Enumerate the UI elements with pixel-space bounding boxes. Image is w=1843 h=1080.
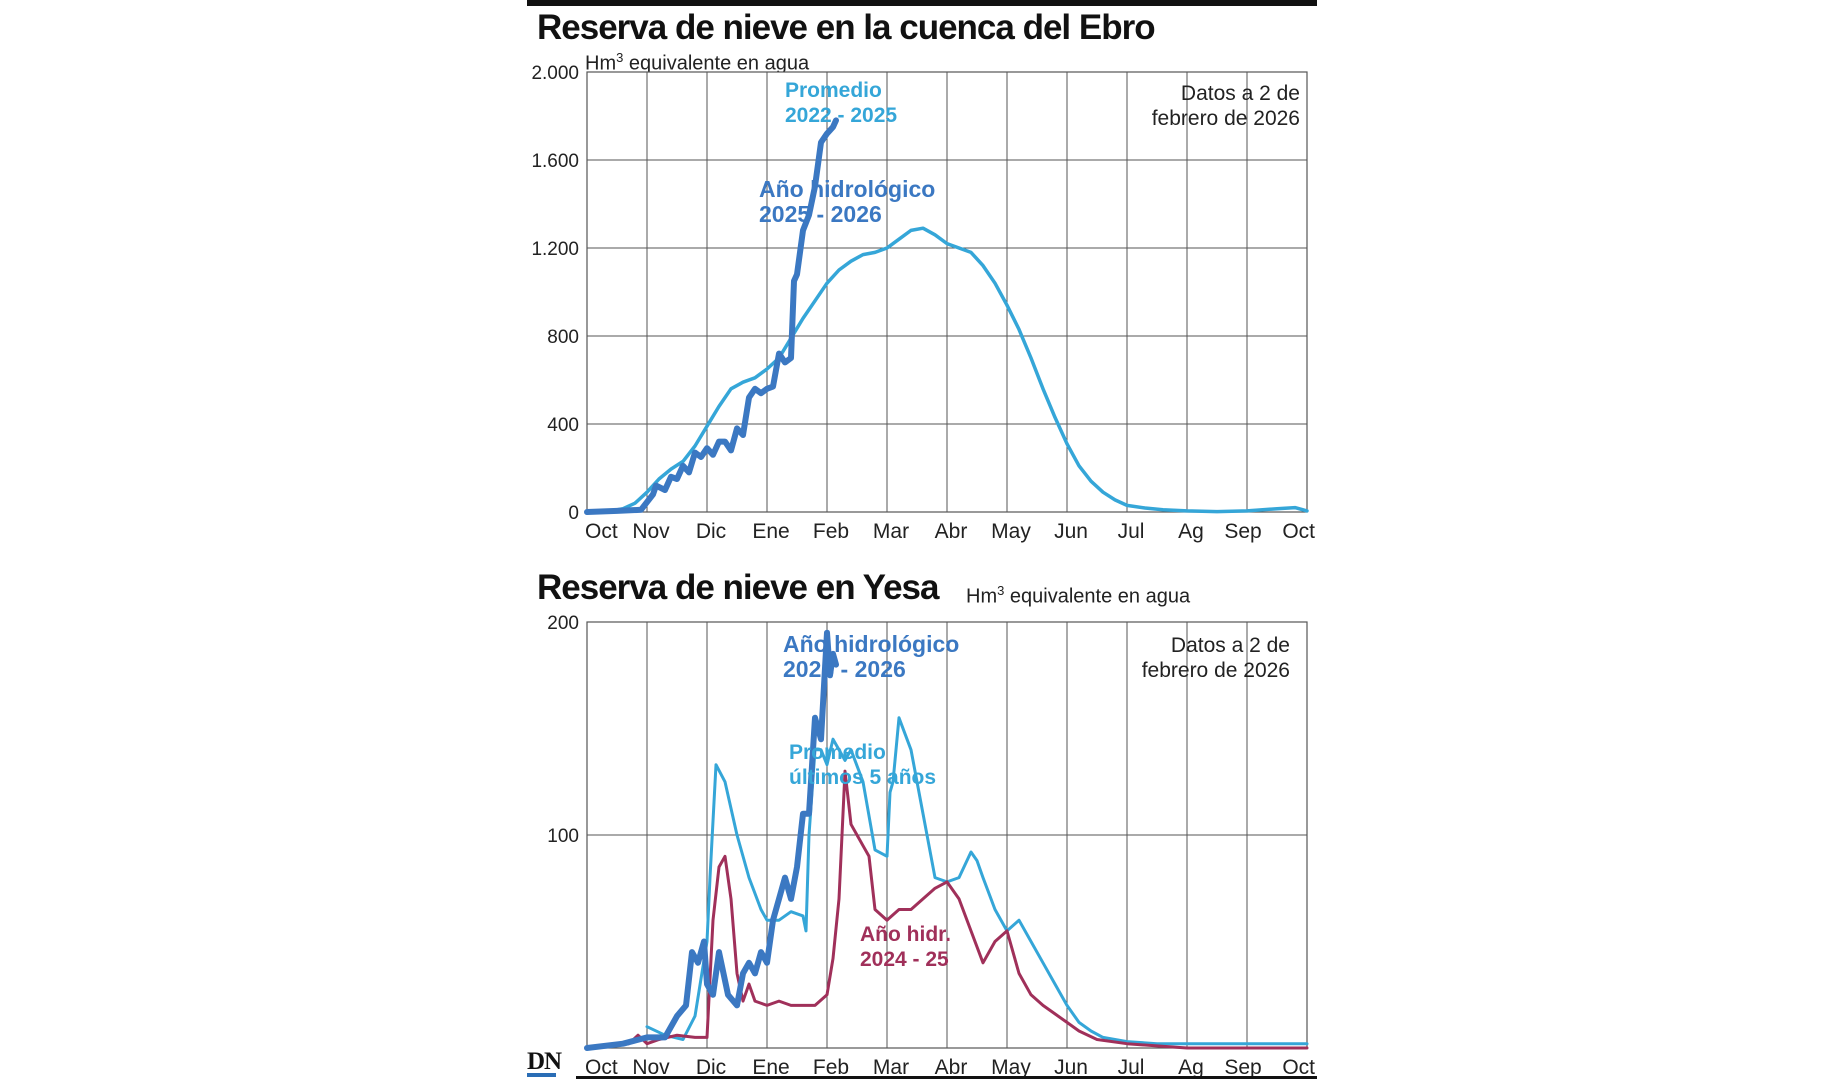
- y-tick-label: 100: [547, 826, 579, 847]
- chart1-unit-text: equivalente en agua: [628, 52, 810, 75]
- series-line-1: [585, 769, 1309, 1050]
- chart2-svg: 100 200 Oct Nov Dic Ene Feb Mar Abr May Jun Jul Ag Se…: [547, 613, 1315, 1079]
- series-label: Año hidr.: [860, 923, 951, 946]
- date-note: febrero de 2026: [1152, 107, 1300, 130]
- dn-logo-underline: [527, 1073, 556, 1077]
- x-tick-label: Ag: [1178, 1056, 1204, 1079]
- x-tick-label: Abr: [935, 1056, 968, 1079]
- date-note: Datos a 2 de: [1171, 634, 1290, 657]
- series-line-1: [584, 117, 839, 515]
- y-tick-label: 400: [547, 415, 579, 436]
- x-tick-label: Feb: [813, 520, 849, 543]
- x-tick-label: Abr: [935, 520, 968, 543]
- x-tick-label: Dic: [696, 1056, 726, 1079]
- chart2-title: Reserva de nieve en Yesa: [537, 568, 939, 607]
- chart1-svg: 0 400 800 1.200 1.600 2.000 Oct Nov Dic Ene Feb Mar…: [531, 63, 1315, 543]
- x-tick-label: May: [991, 1056, 1031, 1079]
- series-label: 2022 - 2025: [785, 104, 897, 127]
- series-label: Promedio: [785, 79, 882, 102]
- series-line-0: [585, 226, 1309, 514]
- y-tick-label: 1.200: [531, 239, 579, 260]
- series-line-0: [645, 716, 1309, 1046]
- x-tick-label: May: [991, 520, 1031, 543]
- chart1-unit-label: Hm3 equivalente en agua: [585, 50, 810, 75]
- series-label: Promedio: [789, 741, 886, 764]
- bottom-rule: [576, 1076, 1317, 1079]
- x-tick-label: Oct: [1282, 1056, 1315, 1079]
- x-tick-label: Nov: [632, 1056, 670, 1079]
- y-tick-label: 2.000: [531, 63, 579, 84]
- x-tick-label: Dic: [696, 520, 726, 543]
- series-label: Año hidrológico: [783, 631, 959, 657]
- x-tick-label: Jun: [1054, 520, 1088, 543]
- series-label: últimos 5 años: [789, 766, 936, 789]
- x-tick-label: Jul: [1118, 1056, 1145, 1079]
- x-tick-label: Nov: [632, 520, 670, 543]
- x-tick-label: Oct: [585, 520, 618, 543]
- y-tick-label: 0: [568, 503, 579, 524]
- x-tick-label: Ene: [752, 1056, 789, 1079]
- x-tick-label: Ene: [752, 520, 789, 543]
- x-tick-label: Oct: [1282, 520, 1315, 543]
- x-tick-label: Mar: [873, 520, 909, 543]
- top-rule: [527, 0, 1317, 6]
- y-tick-label: 200: [547, 613, 579, 634]
- series-label: 2025 - 2026: [783, 656, 906, 682]
- x-tick-label: Sep: [1224, 520, 1261, 543]
- date-note: Datos a 2 de: [1181, 82, 1300, 105]
- chart2-panel: 100 200 Oct Nov Dic Ene Feb Mar Abr May Jun Jul Ag Se…: [527, 600, 1317, 1079]
- x-tick-label: Sep: [1224, 1056, 1261, 1079]
- x-tick-label: Mar: [873, 1056, 909, 1079]
- series-label: 2024 - 25: [860, 948, 949, 971]
- date-note: febrero de 2026: [1142, 659, 1290, 682]
- chart1-panel: 0 400 800 1.200 1.600 2.000 Oct Nov Dic Ene Feb Mar…: [527, 60, 1317, 550]
- series-label: Año hidrológico: [759, 176, 935, 202]
- series-label: 2025 - 2026: [759, 201, 882, 227]
- chart2-unit-label: Hm3 equivalente en agua: [966, 583, 1191, 608]
- chart1-title: Reserva de nieve en la cuenca del Ebro: [537, 8, 1156, 47]
- x-tick-label: Ag: [1178, 520, 1204, 543]
- y-tick-label: 800: [547, 327, 579, 348]
- x-tick-label: Jun: [1054, 1056, 1088, 1079]
- x-tick-label: Jul: [1118, 520, 1145, 543]
- dn-logo: DN: [527, 1048, 562, 1075]
- series-line-2: [584, 629, 839, 1051]
- y-tick-label: 1.600: [531, 151, 579, 172]
- x-tick-label: Oct: [585, 1056, 618, 1079]
- chart2-unit-text: equivalente en agua: [1009, 585, 1191, 608]
- x-tick-label: Feb: [813, 1056, 849, 1079]
